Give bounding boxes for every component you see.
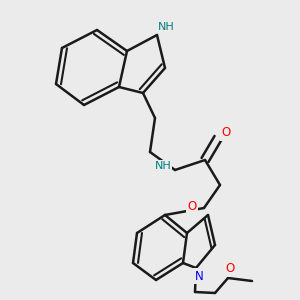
- Text: NH: NH: [154, 161, 171, 171]
- Text: O: O: [188, 200, 196, 212]
- Text: O: O: [225, 262, 235, 275]
- Text: NH: NH: [158, 22, 174, 32]
- Text: O: O: [221, 127, 231, 140]
- Text: N: N: [195, 269, 203, 283]
